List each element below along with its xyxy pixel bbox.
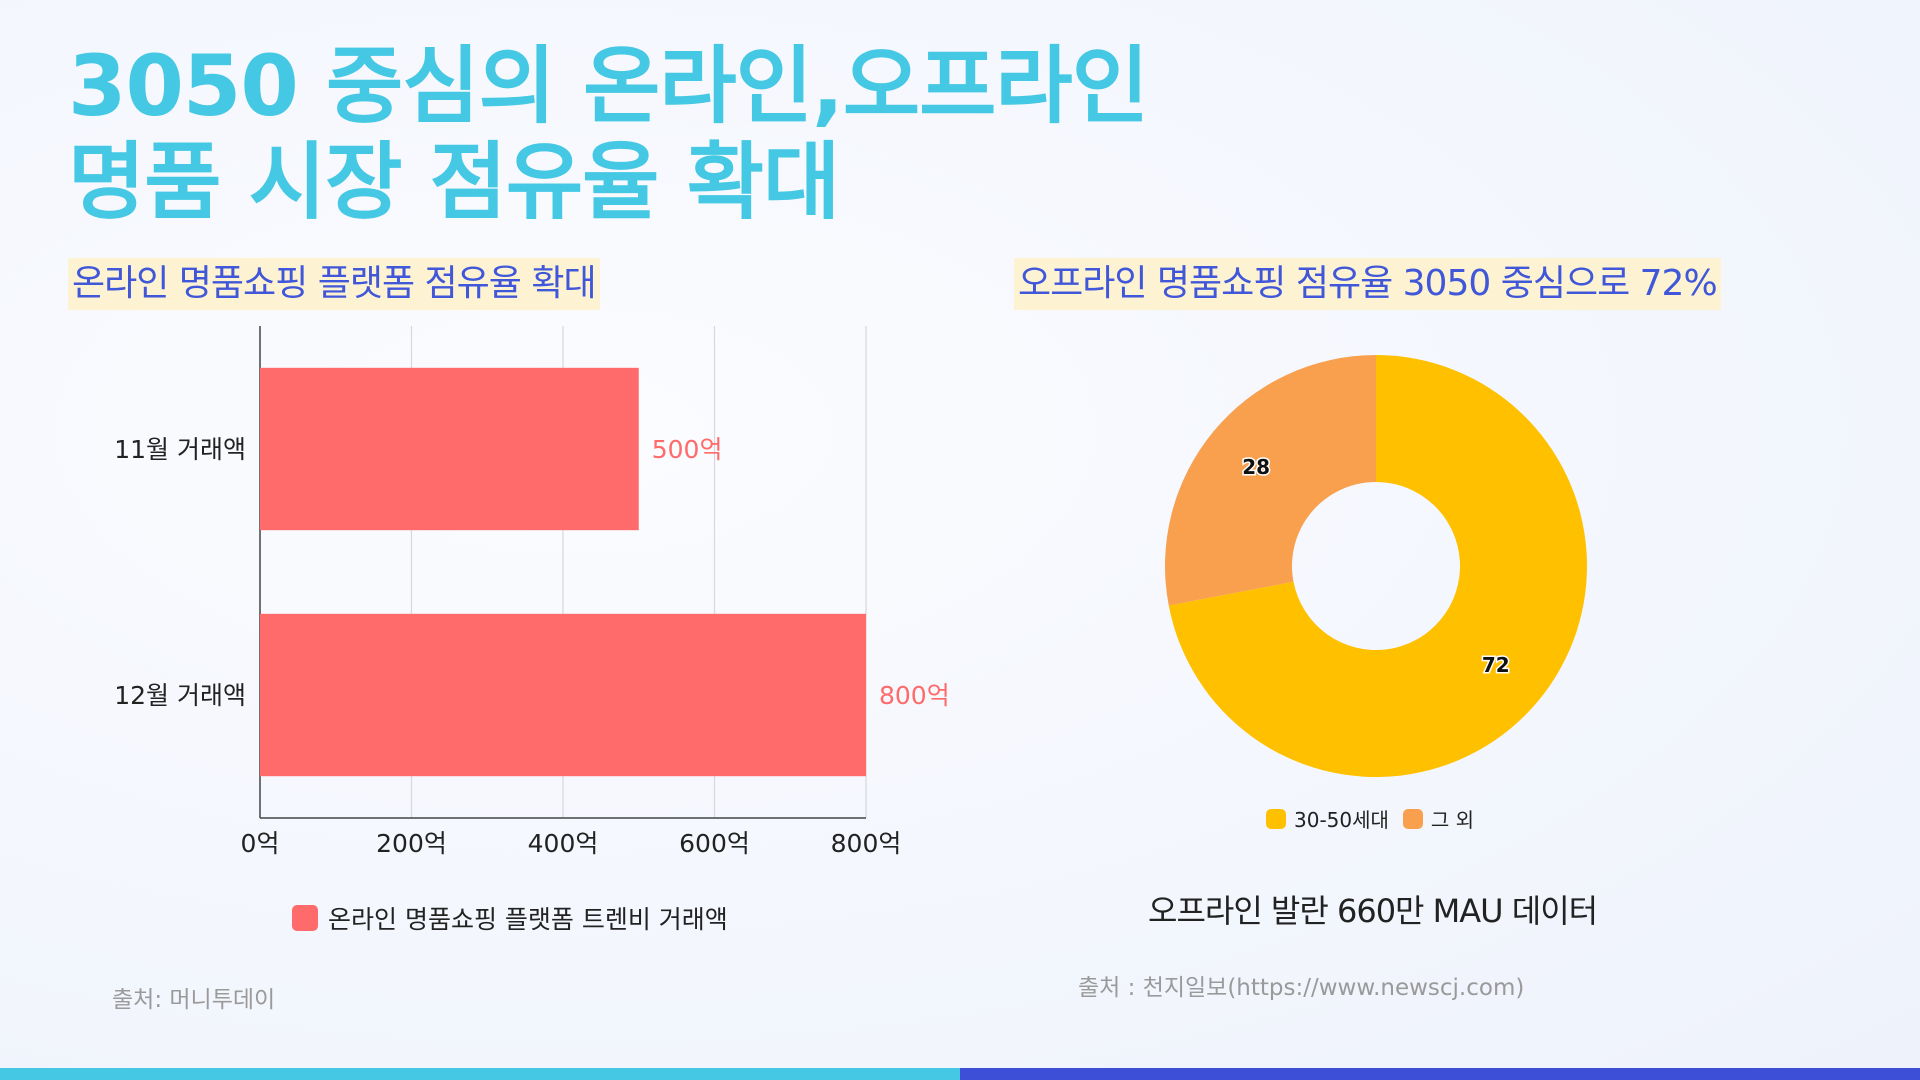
donut-chart-source: 출처 : 천지일보(https://www.newscj.com) <box>1078 975 1525 1001</box>
bar-category-label: 11월 거래액 <box>114 435 246 464</box>
pie-legend-item-main: 30-50세대 <box>1266 804 1389 833</box>
pie-legend-swatch-other <box>1402 808 1423 829</box>
bar-legend-swatch <box>292 905 318 931</box>
pie-chart-heading: 오프라인 명품쇼핑 점유율 3050 중심으로 72% <box>1014 258 1721 310</box>
bar-x-tick-label: 400억 <box>528 829 599 858</box>
donut-chart: 72 28 <box>1165 355 1588 777</box>
donut-slice <box>1168 355 1588 777</box>
donut-value-label: 72 <box>1482 653 1510 677</box>
pie-legend-label-main: 30-50세대 <box>1294 808 1389 832</box>
pie-legend-swatch-main <box>1266 808 1286 829</box>
bar-chart-source: 출처: 머니투데이 <box>112 987 276 1013</box>
bar-chart-heading: 온라인 명품쇼핑 플랫폼 점유율 확대 <box>68 258 600 310</box>
bar-value-label: 800억 <box>879 681 950 710</box>
bar-x-tick-label: 0억 <box>241 829 280 858</box>
page-title-line-2: 명품 시장 점유율 확대 <box>68 133 840 231</box>
bar <box>260 367 639 531</box>
bar-legend-label: 온라인 명품쇼핑 플랫폼 트렌비 거래액 <box>328 905 728 934</box>
page-title: 3050 중심의 온라인,오프라인 명품 시장 점유율 확대 <box>68 37 1149 231</box>
pie-legend-label-other: 그 외 <box>1430 808 1475 832</box>
pie-legend-item-other: 그 외 <box>1402 804 1475 833</box>
bar-x-tick-label: 600억 <box>679 829 750 858</box>
bottom-accent-bar-right <box>960 1068 1920 1080</box>
bar-category-label: 12월 거래액 <box>114 681 246 710</box>
donut-chart-legend: 30-50세대 그 외 <box>1266 804 1488 833</box>
bar-x-tick-label: 200억 <box>376 829 447 858</box>
bar-x-tick-label: 800억 <box>831 829 902 858</box>
bar <box>260 613 866 777</box>
bar-value-label: 500억 <box>652 435 723 464</box>
bar-chart-legend: 온라인 명품쇼핑 플랫폼 트렌비 거래액 <box>292 900 728 936</box>
bar-chart: 0억 200억 400억 600억 800억 11월 거래액 500억 12월 거래액 800억 <box>114 326 950 858</box>
donut-chart-caption: 오프라인 발란 660만 MAU 데이터 <box>1148 892 1598 930</box>
bottom-accent-bar-left <box>0 1068 960 1080</box>
donut-value-label: 28 <box>1242 455 1270 479</box>
donut-slice <box>1165 355 1376 606</box>
page-title-line-1: 3050 중심의 온라인,오프라인 <box>68 37 1149 135</box>
